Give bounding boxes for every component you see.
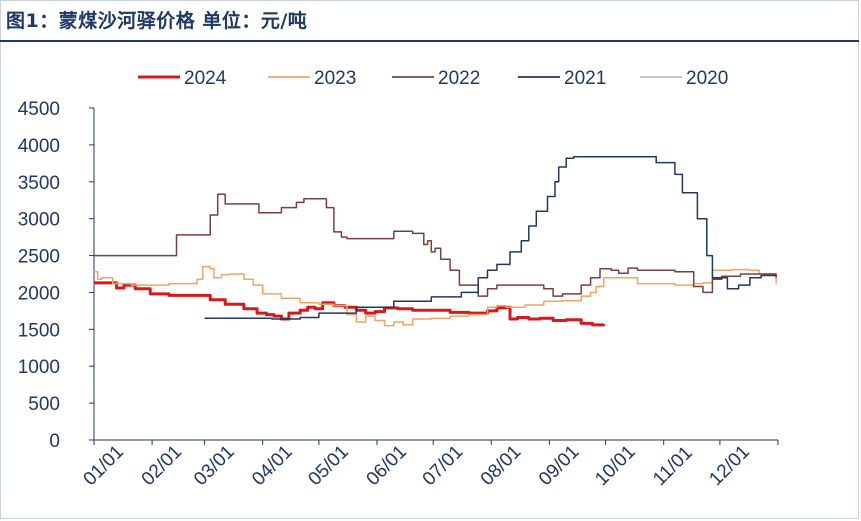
x-tick-label: 04/01	[248, 442, 296, 490]
y-tick-label: 1500	[18, 320, 60, 341]
title-underline	[0, 40, 859, 42]
x-tick-label: 10/01	[591, 442, 639, 490]
series-line-2021	[204, 155, 777, 320]
legend-label-2024: 2024	[184, 68, 227, 89]
y-tick-label: 4500	[18, 99, 60, 120]
x-tick-label: 03/01	[190, 442, 238, 490]
legend-label-2020: 2020	[686, 68, 728, 89]
x-tick-label: 11/01	[649, 443, 696, 490]
x-tick-label: 12/01	[705, 442, 753, 490]
y-tick-label: 1000	[18, 357, 60, 378]
legend: 2024 2023 2022 2021 2020	[138, 68, 728, 89]
legend-label-2022: 2022	[438, 68, 480, 89]
legend-label-2023: 2023	[314, 68, 356, 89]
x-tick-label: 05/01	[304, 442, 352, 490]
y-tick-label: 0	[49, 431, 60, 452]
series-lines	[94, 155, 777, 327]
axes: 0 500 1000 1500 2000 2500 3000 3500 4000 4500 01/0…	[18, 99, 779, 490]
legend-label-2021: 2021	[564, 68, 606, 89]
y-tick-label: 500	[28, 394, 60, 415]
series-line-2023	[94, 265, 777, 327]
y-tick-label: 3500	[18, 173, 60, 194]
x-tick-label: 02/01	[138, 442, 186, 490]
x-tick-label: 01/01	[80, 442, 128, 490]
chart-title: 图1：蒙煤沙河驿价格 单位：元/吨	[6, 10, 308, 32]
y-tick-label: 2500	[18, 247, 60, 268]
y-tick-label: 2000	[18, 283, 60, 304]
y-tick-label: 3000	[18, 210, 60, 231]
x-tick-label: 07/01	[419, 442, 467, 490]
x-tick-label: 06/01	[363, 442, 411, 490]
x-tick-label: 08/01	[477, 442, 525, 490]
y-tick-label: 4000	[18, 136, 60, 157]
series-line-2022	[94, 193, 777, 297]
x-tick-label: 09/01	[535, 442, 583, 490]
series-line-2024	[94, 281, 606, 327]
